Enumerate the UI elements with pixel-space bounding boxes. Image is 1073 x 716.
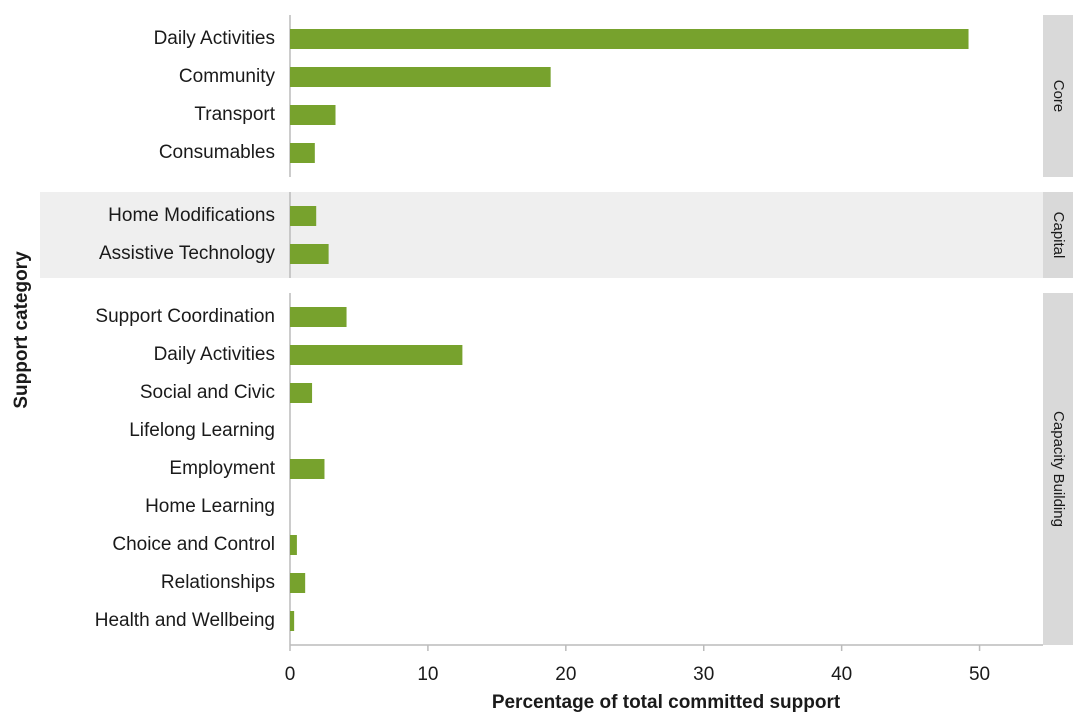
y-tick-label: Health and Wellbeing <box>95 610 275 631</box>
y-tick-label: Daily Activities <box>154 344 275 365</box>
y-axis-label: Support category <box>11 251 32 409</box>
x-tick-label: 0 <box>285 664 296 685</box>
facet-strip <box>1043 15 1073 177</box>
x-tick-label: 50 <box>969 664 990 685</box>
y-tick-label: Home Modifications <box>108 205 275 226</box>
bar <box>290 29 969 49</box>
bar <box>290 383 313 403</box>
x-tick-label: 30 <box>693 664 714 685</box>
y-tick-label: Relationships <box>161 572 275 593</box>
bar <box>290 206 317 226</box>
bar <box>290 67 551 87</box>
x-tick-label: 40 <box>831 664 852 685</box>
bar <box>290 573 306 593</box>
bar <box>290 345 463 365</box>
facet-strip <box>1043 293 1073 645</box>
bar <box>290 459 325 479</box>
bar <box>290 244 329 264</box>
facet-label: Capacity Building <box>1050 411 1067 527</box>
bar <box>290 143 315 163</box>
y-tick-label: Transport <box>194 104 275 125</box>
y-tick-label: Lifelong Learning <box>129 420 275 441</box>
facet-strip <box>1043 192 1073 278</box>
y-tick-label: Choice and Control <box>112 534 275 555</box>
y-tick-label: Home Learning <box>145 496 275 517</box>
x-tick-label: 20 <box>555 664 576 685</box>
facet-label: Capital <box>1050 212 1067 259</box>
y-tick-label: Employment <box>169 458 275 479</box>
y-tick-label: Community <box>179 66 276 87</box>
x-axis-label: Percentage of total committed support <box>492 692 841 713</box>
panel-background <box>40 192 1043 278</box>
bar <box>290 611 295 631</box>
y-tick-label: Social and Civic <box>140 382 275 403</box>
bar <box>290 105 336 125</box>
x-tick-label: 10 <box>417 664 438 685</box>
y-tick-label: Daily Activities <box>154 28 275 49</box>
bar <box>290 307 347 327</box>
facet-label: Core <box>1050 80 1067 113</box>
bar <box>290 535 297 555</box>
y-tick-label: Consumables <box>159 142 275 163</box>
y-tick-label: Assistive Technology <box>99 243 276 264</box>
y-tick-label: Support Coordination <box>95 306 275 327</box>
